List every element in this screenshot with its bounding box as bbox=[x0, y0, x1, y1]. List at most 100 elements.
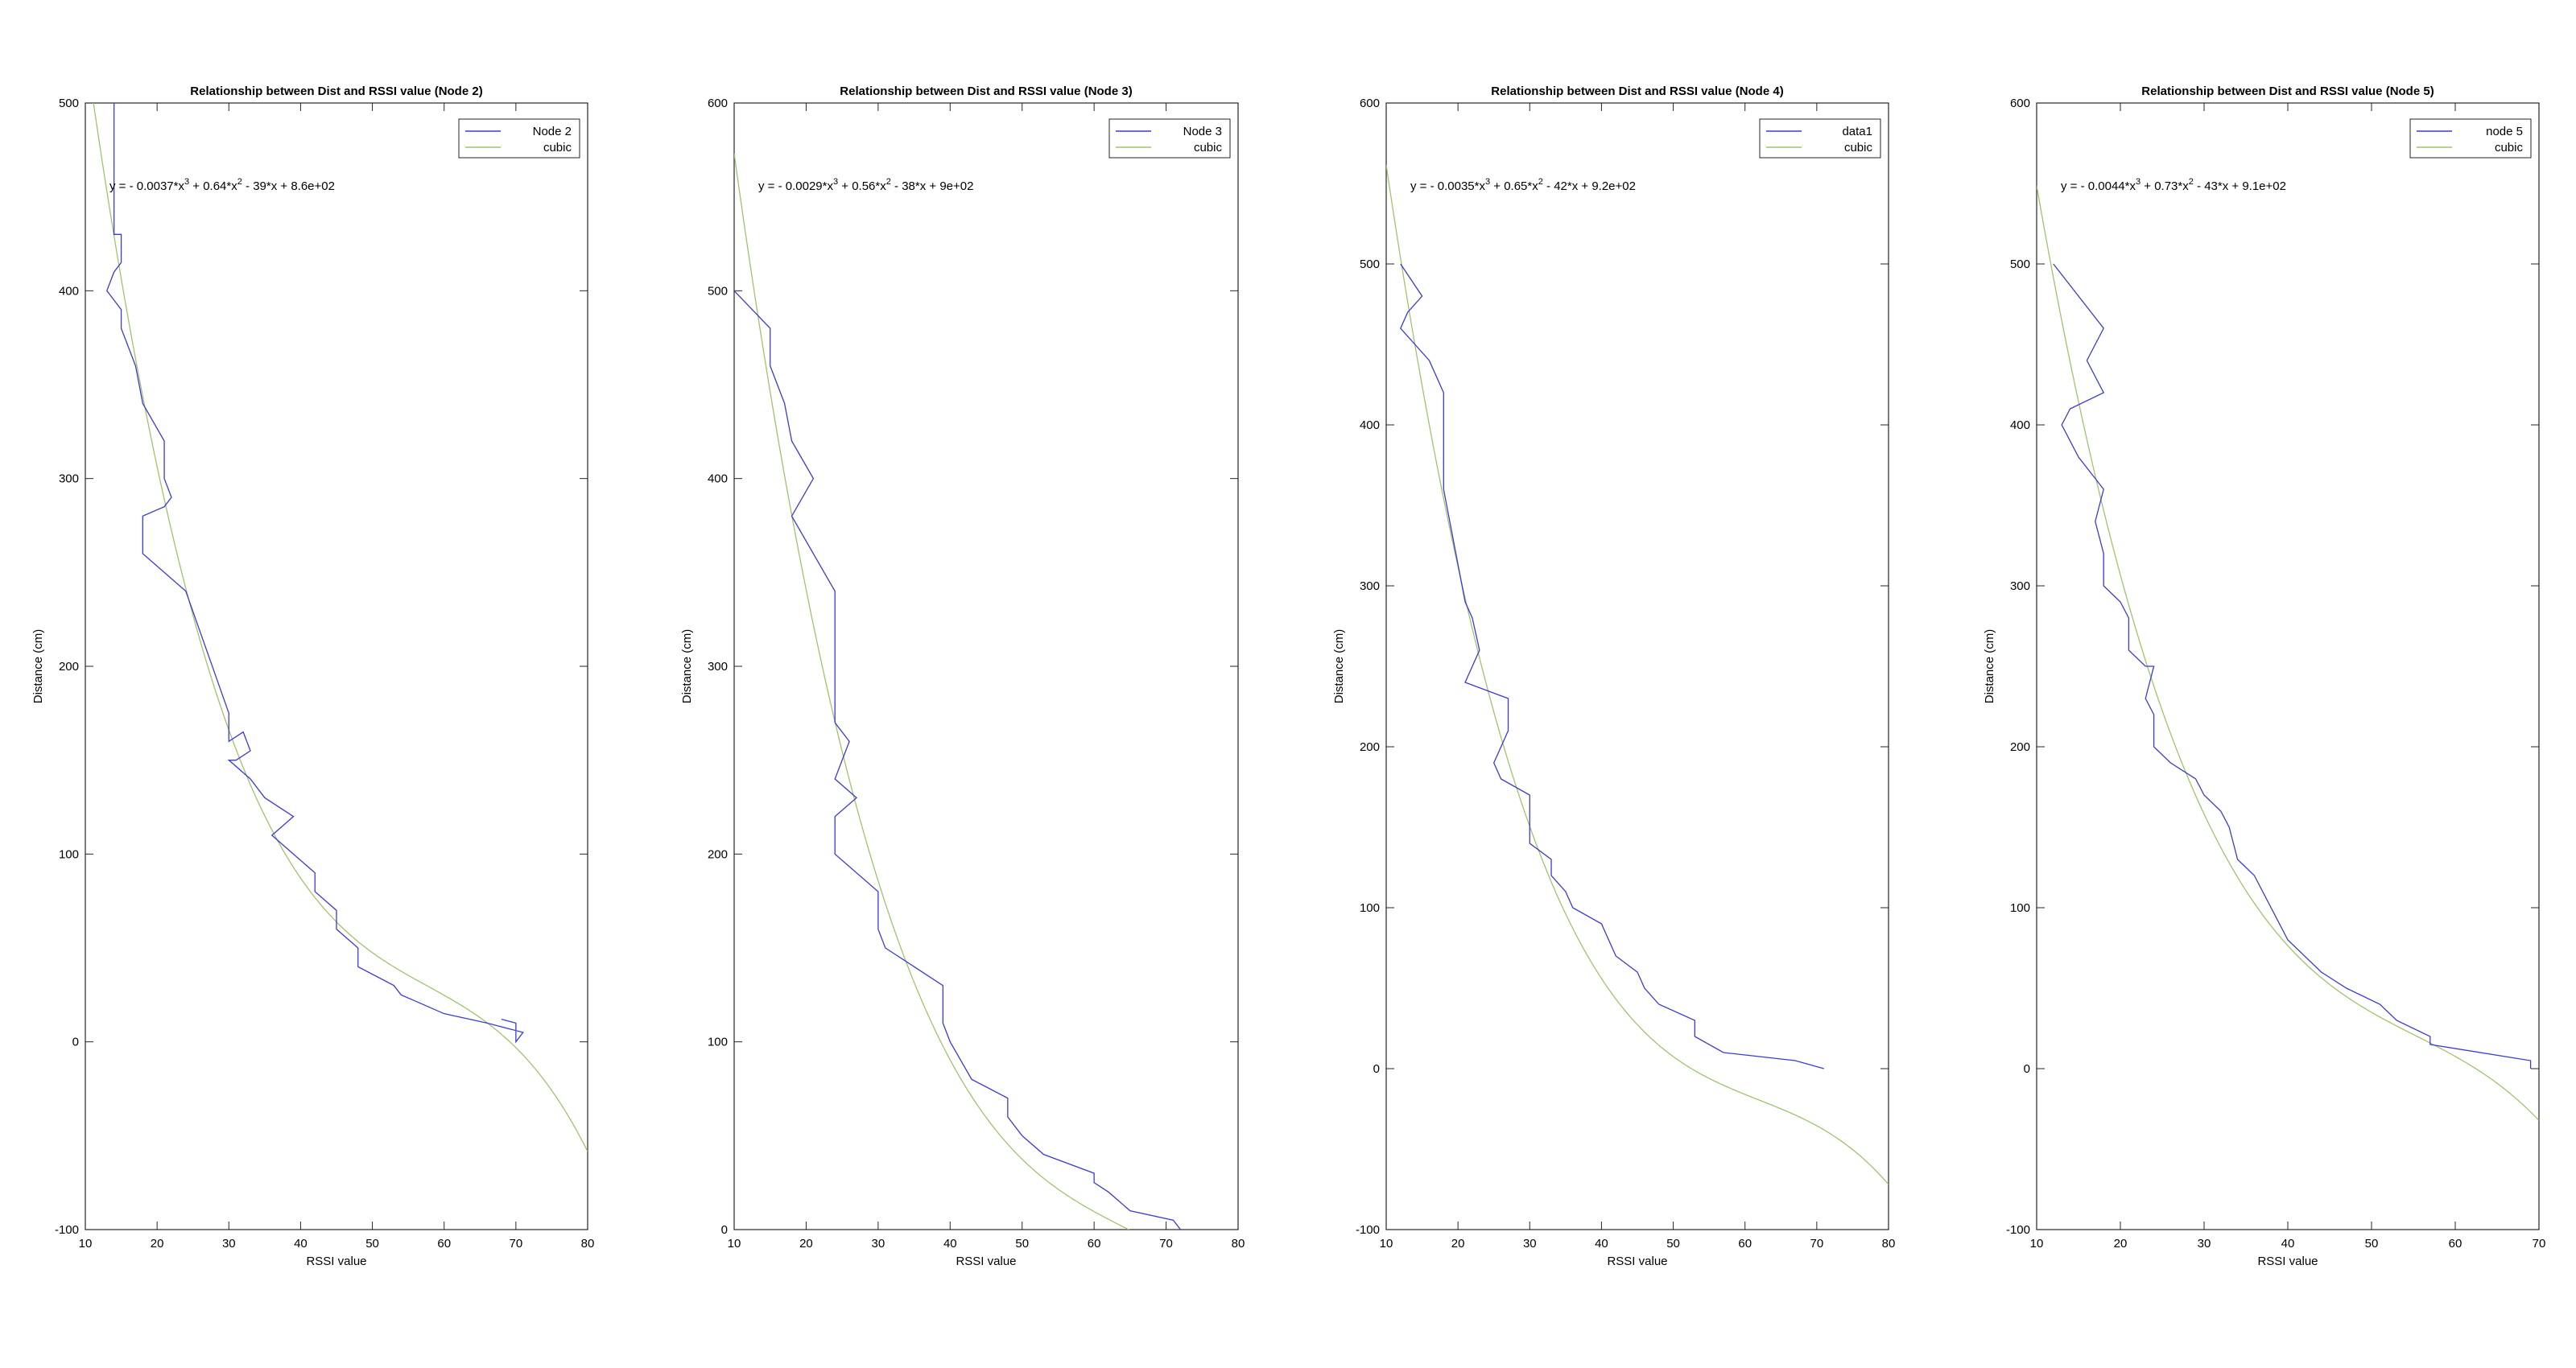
x-tick-label: 50 bbox=[1015, 1237, 1029, 1251]
x-tick-label: 20 bbox=[151, 1237, 164, 1251]
y-tick-label: 300 bbox=[708, 660, 728, 674]
legend-entry: node 5 bbox=[2486, 125, 2523, 138]
x-tick-label: 30 bbox=[222, 1237, 236, 1251]
chart-title: Relationship between Dist and RSSI value… bbox=[840, 84, 1132, 98]
legend: node 5 cubic bbox=[2409, 118, 2532, 159]
equation-exponent: 2 bbox=[237, 177, 242, 187]
legend-box bbox=[2409, 118, 2532, 159]
x-axis-label: RSSI value bbox=[1607, 1255, 1667, 1268]
fit-equation: y = - 0.0029*x3 + 0.56*x2 - 38*x + 9e+02 bbox=[758, 177, 973, 193]
y-tick-label: 300 bbox=[59, 472, 79, 486]
y-tick-label: 400 bbox=[708, 472, 728, 486]
equation-term: + 0.65*x bbox=[1490, 179, 1538, 193]
chart-panel-2: 10 20 30 40 50 60 70 80 -100 0 100 200 300 400 500 Rela… bbox=[31, 84, 594, 1268]
x-tick-label: 20 bbox=[1451, 1237, 1465, 1251]
equation-exponent: 2 bbox=[886, 177, 891, 187]
chart-title: Relationship between Dist and RSSI value… bbox=[2141, 84, 2434, 98]
equation-exponent: 2 bbox=[2189, 177, 2194, 187]
legend-entry: cubic bbox=[2495, 141, 2524, 155]
equation-term: - 42*x + 9.2e+02 bbox=[1543, 179, 1636, 193]
fit-equation: y = - 0.0044*x3 + 0.73*x2 - 43*x + 9.1e+… bbox=[2061, 177, 2286, 193]
legend: Node 2 cubic bbox=[458, 118, 580, 159]
x-tick-label: 30 bbox=[1523, 1237, 1537, 1251]
x-tick-label: 60 bbox=[437, 1237, 451, 1251]
y-tick-label: 0 bbox=[1373, 1062, 1380, 1076]
y-axis-label: Distance (cm) bbox=[31, 629, 45, 704]
y-tick-label: 100 bbox=[1360, 901, 1380, 915]
x-tick-label: 50 bbox=[2365, 1237, 2379, 1251]
axes-box bbox=[733, 102, 1239, 1230]
y-tick-label: 300 bbox=[1360, 579, 1380, 593]
legend-entry: cubic bbox=[1194, 141, 1223, 155]
x-tick-label: 40 bbox=[1595, 1237, 1608, 1251]
series-line-cubic bbox=[93, 103, 588, 1152]
y-axis-label: Distance (cm) bbox=[680, 629, 694, 704]
equation-term: + 0.73*x bbox=[2140, 179, 2189, 193]
y-tick-label: 100 bbox=[708, 1036, 728, 1049]
x-tick-label: 50 bbox=[365, 1237, 379, 1251]
fit-equation: y = - 0.0035*x3 + 0.65*x2 - 42*x + 9.2e+… bbox=[1410, 177, 1636, 193]
equation-term: - 39*x + 8.6e+02 bbox=[242, 179, 335, 193]
y-tick-label: 200 bbox=[2010, 740, 2030, 754]
equation-term: y = - 0.0037*x bbox=[109, 179, 184, 193]
equation-exponent: 3 bbox=[833, 177, 838, 187]
y-tick-label: 500 bbox=[708, 284, 728, 298]
x-tick-label: 10 bbox=[728, 1237, 741, 1251]
x-tick-label: 60 bbox=[1738, 1237, 1752, 1251]
chart-panel-3: 10 20 30 40 50 60 70 80 0 100 200 300 400 500 600 Relat… bbox=[680, 84, 1245, 1268]
equation-term: y = - 0.0044*x bbox=[2061, 179, 2136, 193]
equation-term: + 0.56*x bbox=[838, 179, 886, 193]
x-tick-label: 40 bbox=[294, 1237, 308, 1251]
chart-title: Relationship between Dist and RSSI value… bbox=[1491, 84, 1783, 98]
y-tick-label: 100 bbox=[2010, 901, 2030, 915]
legend-entry: Node 2 bbox=[533, 125, 572, 138]
y-tick-label: 600 bbox=[708, 97, 728, 110]
x-tick-label: 70 bbox=[2533, 1237, 2546, 1251]
y-tick-label: 600 bbox=[1360, 97, 1380, 110]
equation-term: y = - 0.0029*x bbox=[758, 179, 833, 193]
x-tick-label: 80 bbox=[1882, 1237, 1896, 1251]
x-tick-label: 40 bbox=[943, 1237, 957, 1251]
equation-exponent: 3 bbox=[1485, 177, 1490, 187]
equation-exponent: 3 bbox=[184, 177, 189, 187]
x-tick-label: 10 bbox=[79, 1237, 93, 1251]
y-tick-label: 200 bbox=[1360, 740, 1380, 754]
y-tick-label: 200 bbox=[59, 660, 79, 674]
chart-title: Relationship between Dist and RSSI value… bbox=[190, 84, 482, 98]
y-tick-label: 400 bbox=[2010, 418, 2030, 432]
series-line-cubic bbox=[1386, 164, 1889, 1185]
x-tick-label: 20 bbox=[2114, 1237, 2128, 1251]
axes-box bbox=[85, 102, 588, 1230]
x-tick-label: 10 bbox=[2030, 1237, 2044, 1251]
x-axis-label: RSSI value bbox=[956, 1255, 1016, 1268]
legend-entry: cubic bbox=[1844, 141, 1873, 155]
legend-box bbox=[1759, 118, 1881, 159]
series-line-node-3 bbox=[734, 290, 1181, 1230]
y-tick-label: 0 bbox=[2024, 1062, 2030, 1076]
equation-exponent: 3 bbox=[2136, 177, 2140, 187]
y-axis-label: Distance (cm) bbox=[1332, 629, 1346, 704]
series-line-cubic bbox=[2037, 185, 2539, 1121]
y-tick-label: 500 bbox=[1360, 258, 1380, 271]
x-tick-label: 70 bbox=[1810, 1237, 1824, 1251]
y-tick-label: 400 bbox=[1360, 418, 1380, 432]
equation-term: - 38*x + 9e+02 bbox=[891, 179, 974, 193]
x-tick-label: 10 bbox=[1380, 1237, 1393, 1251]
y-tick-label: 0 bbox=[72, 1036, 79, 1049]
x-tick-label: 60 bbox=[1088, 1237, 1101, 1251]
y-tick-label: 200 bbox=[708, 847, 728, 861]
x-tick-label: 50 bbox=[1666, 1237, 1680, 1251]
x-tick-label: 30 bbox=[872, 1237, 886, 1251]
y-tick-label: -100 bbox=[2006, 1223, 2030, 1237]
x-tick-label: 40 bbox=[2281, 1237, 2295, 1251]
x-tick-label: 80 bbox=[1232, 1237, 1245, 1251]
series-line-node-5 bbox=[2053, 263, 2532, 1069]
equation-term: - 43*x + 9.1e+02 bbox=[2194, 179, 2286, 193]
equation-term: + 0.64*x bbox=[189, 179, 237, 193]
x-tick-label: 20 bbox=[799, 1237, 813, 1251]
equation-term: y = - 0.0035*x bbox=[1410, 179, 1485, 193]
axes-box bbox=[2036, 102, 2540, 1230]
legend-entry: data1 bbox=[1842, 125, 1872, 138]
axes-box bbox=[1385, 102, 1889, 1230]
y-tick-label: 100 bbox=[59, 847, 79, 861]
